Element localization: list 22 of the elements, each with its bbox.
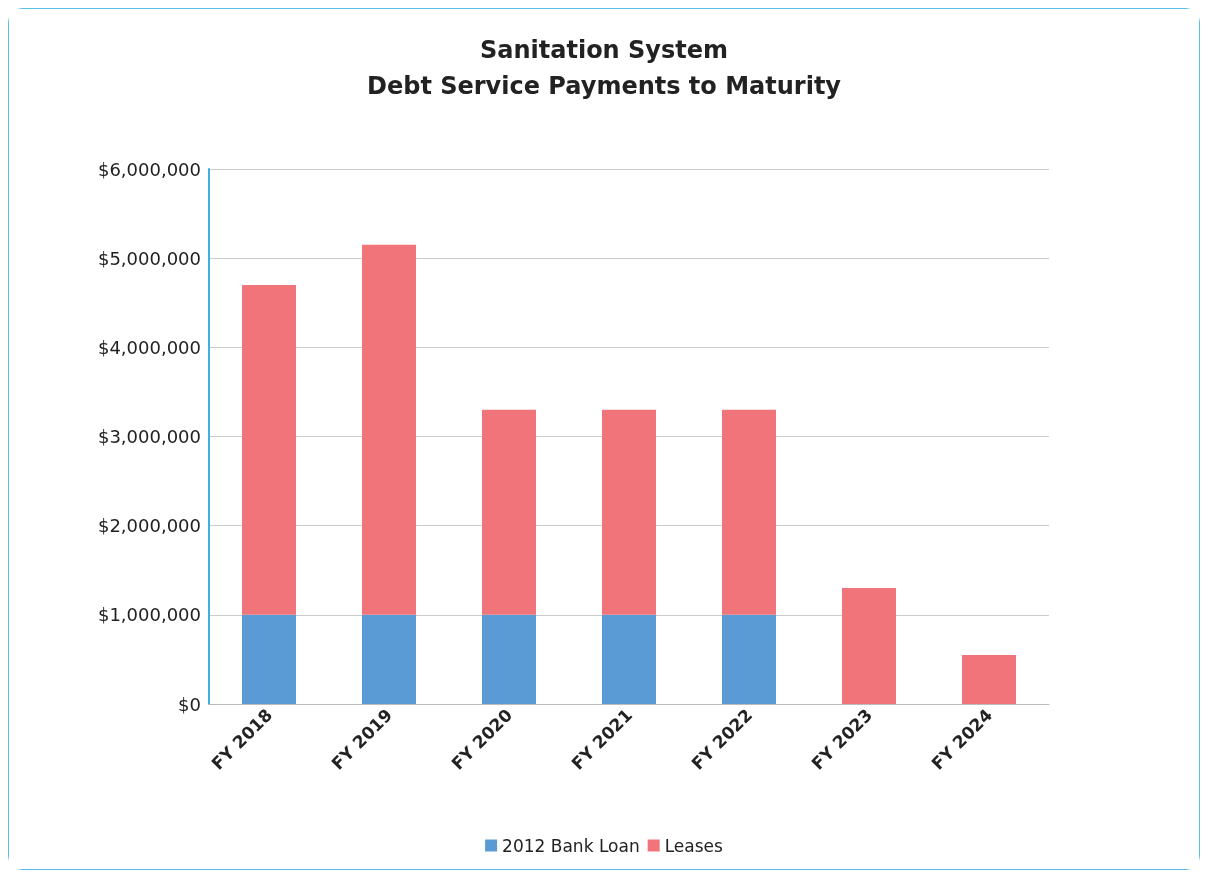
bar xyxy=(362,614,416,704)
y-tick-label: $5,000,000 xyxy=(97,247,201,269)
y-tick-label: $0 xyxy=(178,693,201,715)
legend-label: Leases xyxy=(664,835,724,856)
bar xyxy=(242,614,296,704)
y-tick-label: $1,000,000 xyxy=(97,604,201,626)
y-tick-label: $2,000,000 xyxy=(97,515,201,537)
bar xyxy=(602,409,656,615)
chart-title: Sanitation System Debt Service Payments to Maturity xyxy=(367,36,842,100)
bar xyxy=(362,244,416,615)
y-tick-label: $6,000,000 xyxy=(97,158,201,180)
bar xyxy=(482,614,536,704)
bar xyxy=(722,614,776,704)
bar xyxy=(602,614,656,704)
y-tick-label: $3,000,000 xyxy=(97,426,201,447)
bar xyxy=(962,654,1016,704)
y-tick-label: $4,000,000 xyxy=(97,336,201,358)
bar xyxy=(242,284,296,615)
bar xyxy=(722,409,776,615)
legend-label: 2012 Bank Loan xyxy=(502,835,640,856)
bar xyxy=(482,409,536,615)
bar xyxy=(842,588,896,704)
